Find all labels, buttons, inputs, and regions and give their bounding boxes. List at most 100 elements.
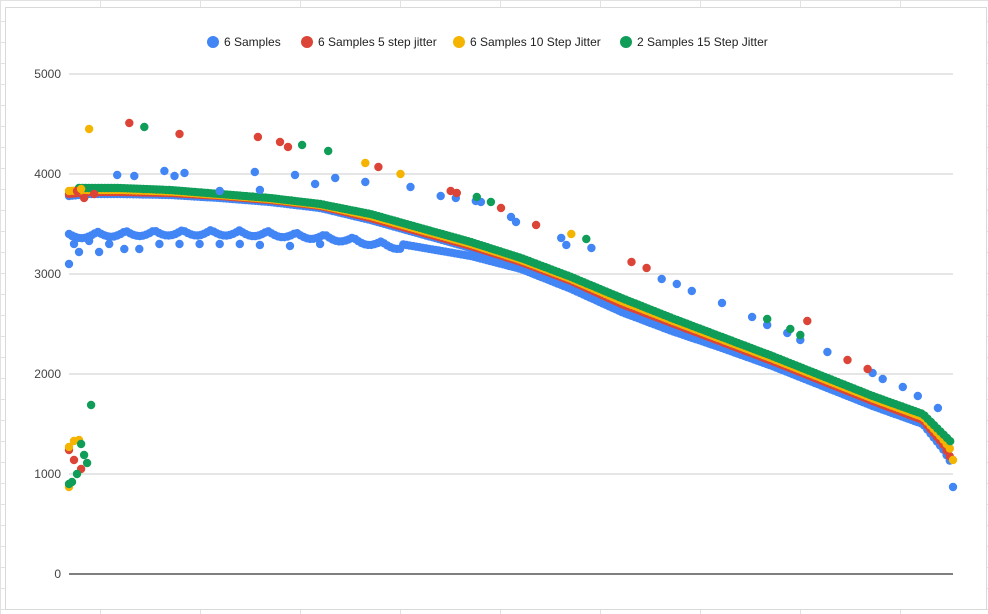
data-point	[135, 244, 144, 254]
data-point	[687, 286, 696, 296]
legend-marker-icon	[453, 36, 465, 48]
data-point	[324, 146, 333, 156]
legend-item[interactable]: 2 Samples 15 Step Jitter	[620, 35, 768, 49]
data-point	[331, 173, 340, 183]
data-point	[84, 236, 94, 246]
data-point	[642, 263, 651, 273]
data-point	[120, 244, 129, 254]
data-point	[82, 458, 92, 468]
data-points	[64, 118, 958, 492]
chart-container[interactable]: 5000 4000 3000 2000 1000 0 6 Samples 6 Samples…	[5, 7, 987, 610]
data-point	[250, 167, 259, 177]
data-point	[436, 191, 445, 201]
legend-label: 2 Samples 15 Step Jitter	[637, 35, 768, 49]
data-point	[125, 118, 134, 128]
data-point	[823, 347, 832, 357]
data-point	[567, 229, 576, 239]
data-point	[557, 233, 566, 243]
data-point	[64, 442, 74, 452]
data-point	[74, 247, 84, 257]
data-point	[76, 184, 86, 194]
y-tick-label: 2000	[34, 367, 61, 381]
data-point	[195, 239, 204, 249]
y-tick-label: 1000	[34, 467, 61, 481]
data-point	[94, 247, 104, 257]
data-point	[717, 298, 727, 308]
legend-item[interactable]: 6 Samples 5 step jitter	[301, 35, 437, 49]
y-axis-tick-labels: 5000 4000 3000 2000 1000 0	[34, 67, 61, 581]
data-point	[285, 241, 295, 251]
data-point	[89, 189, 99, 199]
data-point	[64, 259, 74, 269]
data-point	[76, 439, 86, 449]
data-point	[531, 220, 541, 230]
data-point	[253, 132, 263, 142]
data-point	[79, 193, 89, 203]
data-point	[175, 239, 184, 249]
data-point	[747, 312, 757, 322]
data-point	[297, 140, 307, 150]
legend-item[interactable]: 6 Samples 10 Step Jitter	[453, 35, 601, 49]
data-point	[283, 142, 293, 152]
data-point	[511, 217, 521, 227]
data-point	[627, 257, 636, 267]
data-point	[315, 239, 325, 249]
legend-label: 6 Samples	[224, 35, 281, 49]
data-point	[582, 234, 591, 244]
data-point	[948, 455, 958, 465]
data-point	[657, 274, 666, 284]
legend-marker-icon	[620, 36, 632, 48]
data-point	[786, 324, 795, 334]
legend-label: 6 Samples 10 Step Jitter	[470, 35, 601, 49]
data-point	[175, 129, 184, 139]
data-point	[763, 320, 772, 330]
legend-label: 6 Samples 5 step jitter	[318, 35, 437, 49]
data-point	[113, 170, 122, 180]
data-point	[235, 239, 244, 249]
data-point	[452, 188, 461, 198]
data-point	[180, 168, 189, 178]
data-point	[275, 137, 285, 147]
y-tick-label: 4000	[34, 167, 61, 181]
data-point	[863, 364, 872, 374]
data-point	[84, 124, 94, 134]
data-point	[140, 122, 149, 132]
legend[interactable]: 6 Samples 6 Samples 5 step jitter 6 Sample…	[207, 35, 768, 49]
data-point	[933, 403, 943, 413]
y-tick-label: 5000	[34, 67, 61, 81]
data-point	[130, 171, 139, 181]
y-tick-label: 0	[54, 567, 61, 581]
data-point	[472, 192, 481, 202]
data-point	[255, 240, 265, 250]
data-point	[948, 482, 958, 492]
legend-marker-icon	[207, 36, 219, 48]
legend-item[interactable]: 6 Samples	[207, 35, 281, 49]
data-point	[486, 197, 496, 207]
data-point	[796, 330, 805, 340]
data-point	[361, 158, 370, 168]
data-point	[945, 444, 954, 453]
data-point	[763, 314, 772, 324]
data-point	[72, 469, 82, 479]
data-point	[69, 239, 79, 249]
data-point	[255, 185, 265, 195]
data-point	[215, 239, 224, 249]
data-point	[496, 203, 506, 213]
data-point	[67, 231, 77, 241]
data-point	[843, 355, 852, 365]
gridlines	[69, 73, 953, 575]
data-point	[310, 179, 320, 189]
data-point	[878, 374, 887, 384]
data-point	[170, 171, 179, 181]
data-point	[587, 243, 596, 253]
data-point	[562, 240, 571, 250]
data-point	[898, 382, 907, 392]
data-point	[69, 455, 79, 465]
y-tick-label: 3000	[34, 267, 61, 281]
data-point	[215, 186, 224, 196]
data-point	[396, 169, 405, 179]
data-point	[361, 177, 370, 187]
data-point	[79, 450, 89, 460]
data-point	[67, 477, 77, 487]
